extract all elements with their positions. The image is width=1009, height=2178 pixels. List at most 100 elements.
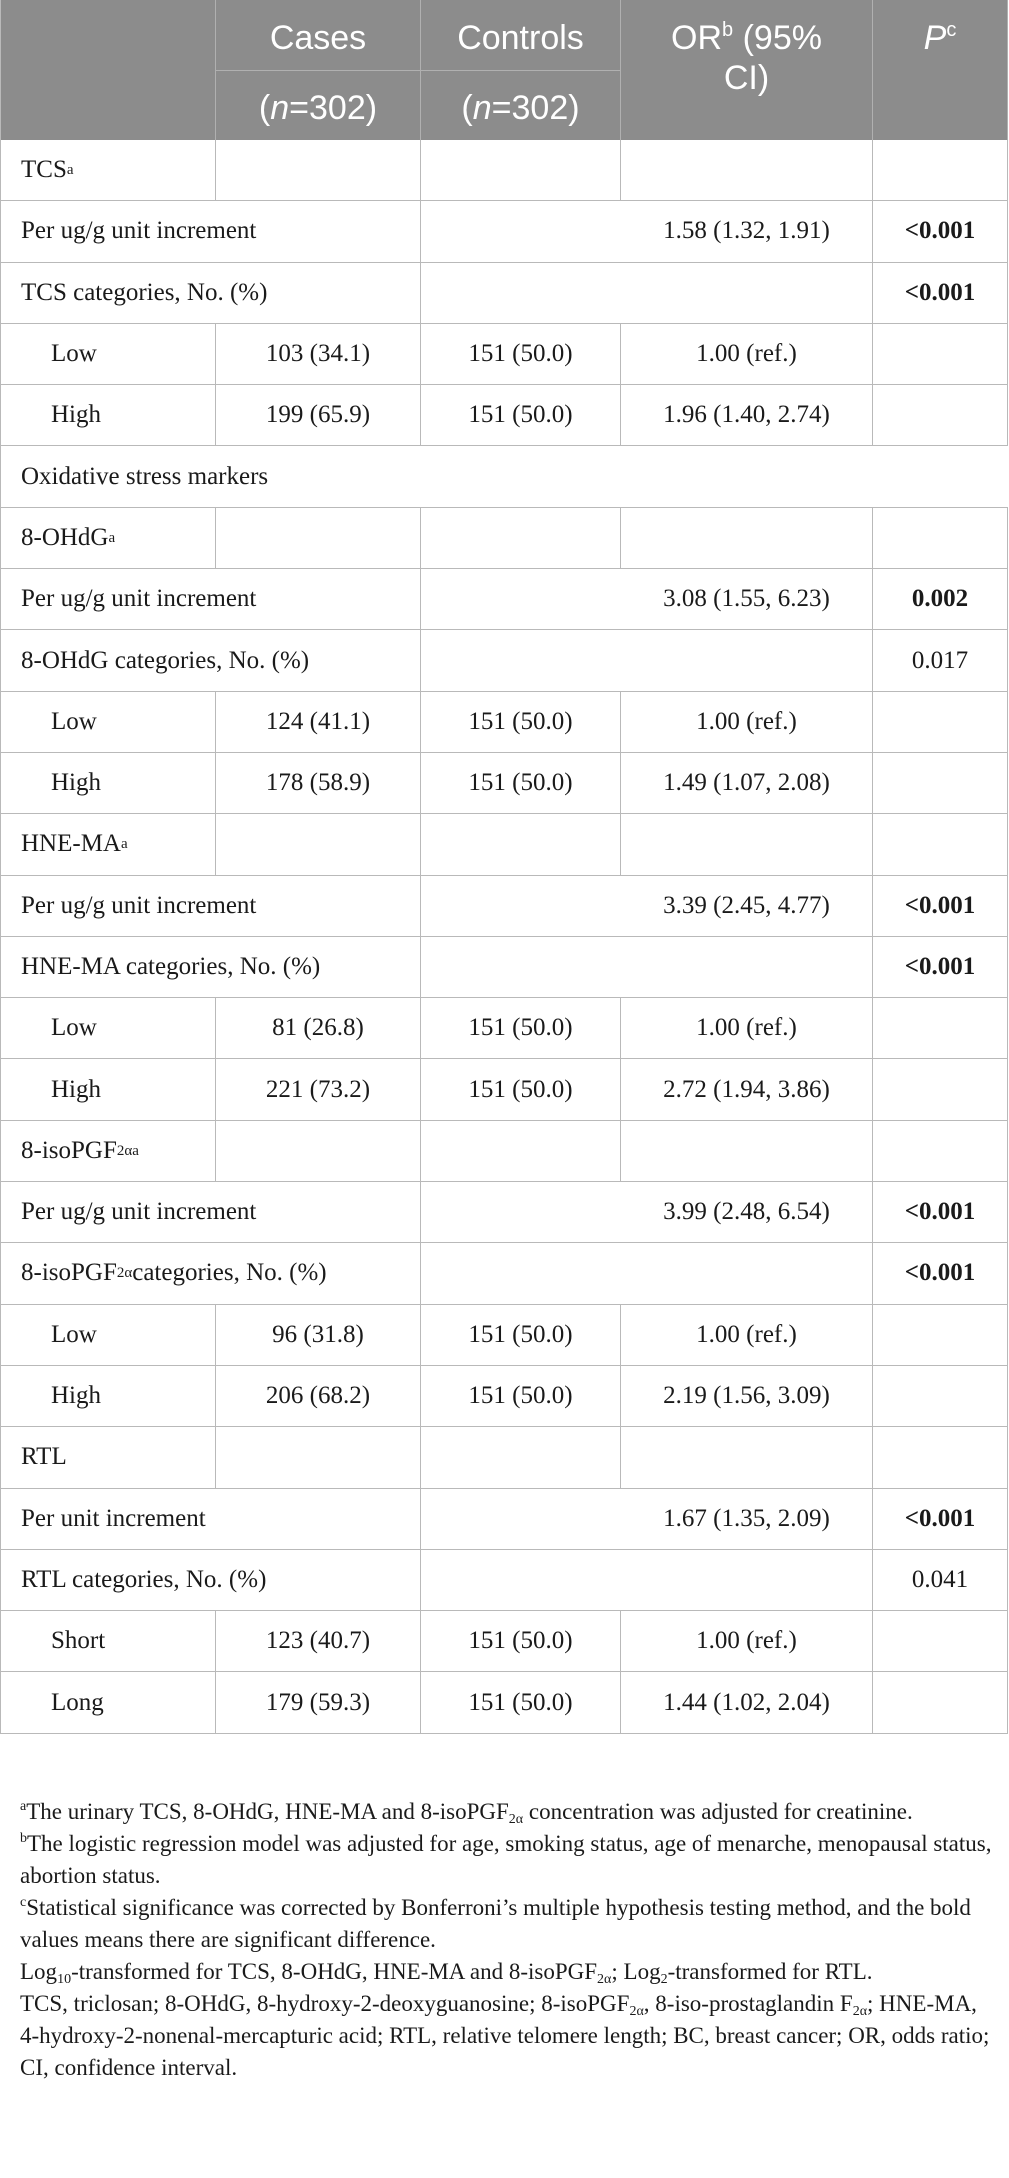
row-label: HNE-MA a	[1, 814, 216, 875]
table-row: Short 123 (40.7) 151 (50.0) 1.00 (ref.)	[1, 1611, 1008, 1673]
header-cases-label: Cases	[269, 19, 367, 57]
cases-cell	[216, 1120, 421, 1182]
cases-cell: 206 (68.2)	[216, 1365, 421, 1427]
row-label: Low	[1, 998, 216, 1059]
table-row: 8-isoPGF 2α a	[1, 1120, 1008, 1183]
row-label: TCS categories, No. (%)	[1, 262, 421, 323]
p-value-cell	[873, 323, 1008, 385]
row-label: Low	[1, 691, 216, 752]
or-cell: 1.00 (ref.)	[621, 998, 873, 1059]
footnote-abbreviations: TCS, triclosan; 8-OHdG, 8-hydroxy-2-deox…	[20, 1991, 990, 2080]
table-row: Oxidative stress markers	[1, 446, 1008, 508]
table-row: RTL	[1, 1427, 1008, 1489]
table-row: HNE-MA categories, No. (%) <0.001	[1, 936, 1008, 999]
table-row: Per ug/g unit increment 3.39 (2.45, 4.77)…	[1, 875, 1008, 937]
p-value-cell	[873, 1611, 1008, 1672]
row-label: Per ug/g unit increment	[1, 569, 421, 630]
row-label: Per unit increment	[1, 1488, 421, 1549]
p-value-cell	[873, 691, 1008, 752]
or-cell	[621, 1427, 873, 1488]
or-cell: 1.00 (ref.)	[621, 691, 873, 752]
p-value-cell	[873, 1672, 1008, 1733]
row-label: Long	[1, 1672, 216, 1733]
cases-cell	[216, 507, 421, 569]
p-value-cell: 0.017	[873, 630, 1008, 691]
controls-cell: 151 (50.0)	[421, 1304, 621, 1365]
or-cell: 1.58 (1.32, 1.91)	[621, 201, 873, 262]
header-or-label: ORb (95% CI)	[671, 19, 822, 97]
controls-cell: 151 (50.0)	[421, 998, 621, 1059]
row-label: 8-isoPGF 2α categories, No. (%)	[1, 1243, 421, 1304]
row-label: Low	[1, 323, 216, 385]
controls-cell: 151 (50.0)	[421, 385, 621, 446]
p-value-cell: <0.001	[873, 1182, 1008, 1243]
table-row: 8-OHdG a	[1, 507, 1008, 570]
p-value-cell	[873, 814, 1008, 875]
controls-cell	[421, 814, 621, 875]
table-row: High 206 (68.2) 151 (50.0) 2.19 (1.56, 3.09…	[1, 1365, 1008, 1428]
cases-cell: 81 (26.8)	[216, 998, 421, 1059]
header-or: ORb (95% CI)	[621, 0, 873, 140]
row-label: TCS a	[1, 140, 216, 201]
cases-cell: 124 (41.1)	[216, 691, 421, 752]
header-cases-n: (n=302)	[258, 89, 378, 127]
table-row: Low 96 (31.8) 151 (50.0) 1.00 (ref.)	[1, 1304, 1008, 1366]
or-cell: 3.08 (1.55, 6.23)	[621, 569, 873, 630]
row-label: High	[1, 385, 216, 446]
row-label: High	[1, 752, 216, 814]
row-label: RTL	[1, 1427, 216, 1488]
or-cell	[621, 507, 873, 569]
or-cell: 1.49 (1.07, 2.08)	[621, 752, 873, 814]
or-cell	[621, 262, 873, 323]
p-value-cell: <0.001	[873, 262, 1008, 323]
p-value-cell	[873, 1365, 1008, 1427]
controls-cell	[421, 1120, 621, 1182]
p-value-cell	[873, 998, 1008, 1059]
cases-cell: 179 (59.3)	[216, 1672, 421, 1733]
or-cell: 1.96 (1.40, 2.74)	[621, 385, 873, 446]
cases-cell: 123 (40.7)	[216, 1611, 421, 1672]
row-label: Per ug/g unit increment	[1, 875, 421, 936]
footnote-log-transform: Log10-transformed for TCS, 8-OHdG, HNE-M…	[20, 1959, 873, 1987]
p-value-cell	[873, 385, 1008, 446]
header-controls: Controls (n=302)	[421, 0, 621, 140]
cases-cell	[216, 1427, 421, 1488]
footnote-a: aThe urinary TCS, 8-OHdG, HNE-MA and 8-i…	[20, 1799, 913, 1827]
p-value-cell: <0.001	[873, 1243, 1008, 1304]
table-row: Low 124 (41.1) 151 (50.0) 1.00 (ref.)	[1, 691, 1008, 753]
p-value-cell: 0.002	[873, 569, 1008, 630]
cases-cell	[216, 814, 421, 875]
header-controls-n: (n=302)	[461, 89, 580, 127]
p-value-cell	[873, 1059, 1008, 1120]
controls-cell: 151 (50.0)	[421, 1365, 621, 1427]
table-row: 8-OHdG categories, No. (%) 0.017	[1, 630, 1008, 692]
cases-cell: 96 (31.8)	[216, 1304, 421, 1365]
controls-cell: 151 (50.0)	[421, 691, 621, 752]
or-cell	[621, 140, 873, 201]
p-value-cell: <0.001	[873, 1488, 1008, 1549]
or-cell	[621, 814, 873, 875]
p-value-cell	[873, 1304, 1008, 1365]
p-value-cell: <0.001	[873, 875, 1008, 936]
p-value-cell	[873, 1120, 1008, 1182]
p-value-cell	[873, 507, 1008, 569]
table-row: Per ug/g unit increment 3.99 (2.48, 6.54)…	[1, 1182, 1008, 1244]
table-row: Per ug/g unit increment 1.58 (1.32, 1.91)…	[1, 201, 1008, 263]
header-p-label: Pc	[923, 19, 957, 57]
row-label: Low	[1, 1304, 216, 1365]
controls-cell: 151 (50.0)	[421, 1611, 621, 1672]
row-label: 8-isoPGF 2α a	[1, 1120, 216, 1182]
cases-cell: 221 (73.2)	[216, 1059, 421, 1120]
or-cell	[621, 1120, 873, 1182]
row-label: Oxidative stress markers	[21, 462, 269, 490]
table-row: Low 103 (34.1) 151 (50.0) 1.00 (ref.)	[1, 323, 1008, 386]
footnote-c: cStatistical significance was corrected …	[20, 1895, 971, 1952]
row-label: High	[1, 1365, 216, 1427]
or-cell: 1.67 (1.35, 2.09)	[621, 1488, 873, 1549]
p-value-cell	[873, 752, 1008, 814]
controls-cell: 151 (50.0)	[421, 323, 621, 385]
or-cell: 1.00 (ref.)	[621, 1611, 873, 1672]
row-label: Short	[1, 1611, 216, 1672]
row-label: 8-OHdG categories, No. (%)	[1, 630, 421, 691]
controls-cell: 151 (50.0)	[421, 1672, 621, 1733]
